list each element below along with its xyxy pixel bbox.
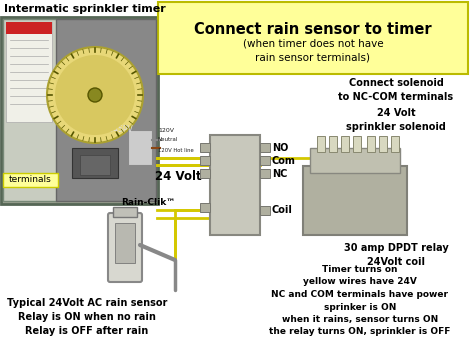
Text: (when timer does not have
rain sensor terminals): (when timer does not have rain sensor te… [243, 38, 383, 62]
Text: 120V Hot line: 120V Hot line [158, 148, 194, 153]
Bar [6, 22, 52, 122]
FancyBboxPatch shape [158, 2, 468, 74]
Text: Neutral: Neutral [158, 137, 178, 142]
FancyBboxPatch shape [108, 213, 142, 282]
Bar [3, 173, 58, 187]
Bar [310, 148, 400, 173]
Bar [341, 136, 349, 152]
Bar [80, 155, 110, 175]
Bar [329, 136, 337, 152]
Bar [200, 143, 210, 152]
FancyBboxPatch shape [3, 19, 57, 201]
Bar [260, 206, 270, 215]
Bar [260, 169, 270, 178]
Bar [128, 130, 152, 165]
Bar [113, 207, 137, 217]
Bar [200, 203, 210, 212]
Bar [367, 136, 375, 152]
Circle shape [88, 88, 102, 102]
Text: terminals: terminals [9, 176, 51, 184]
Text: 24 Volt
sprinkler solenoid: 24 Volt sprinkler solenoid [346, 108, 446, 132]
Text: 120V: 120V [158, 128, 174, 133]
Text: Typical 24Volt AC rain sensor
Relay is ON when no rain
Relay is OFF after rain: Typical 24Volt AC rain sensor Relay is O… [7, 298, 167, 336]
Bar [317, 136, 325, 152]
Bar [200, 156, 210, 165]
Circle shape [47, 47, 143, 143]
Text: T8845PV: T8845PV [100, 125, 134, 134]
Bar [72, 148, 118, 178]
FancyBboxPatch shape [56, 19, 156, 201]
Text: NC: NC [272, 169, 287, 179]
Bar [379, 136, 387, 152]
Bar [260, 143, 270, 152]
Text: Coil: Coil [272, 205, 293, 215]
Bar [391, 136, 399, 152]
Text: 30 amp DPDT relay
24Volt coil: 30 amp DPDT relay 24Volt coil [344, 243, 448, 267]
Bar [115, 223, 135, 263]
Text: NO: NO [272, 143, 288, 153]
Bar [260, 156, 270, 165]
Text: Connect rain sensor to timer: Connect rain sensor to timer [194, 22, 432, 37]
Text: Connect solenoid
to NC-COM terminals: Connect solenoid to NC-COM terminals [338, 78, 454, 102]
Bar [6, 22, 52, 34]
Text: Intermatic sprinkler timer: Intermatic sprinkler timer [4, 4, 166, 14]
FancyBboxPatch shape [303, 166, 407, 235]
Bar [210, 135, 260, 235]
Text: Timer turns on
yellow wires have 24V
NC and COM terminals have power
sprinker is: Timer turns on yellow wires have 24V NC … [269, 265, 451, 337]
Text: 24 Volt: 24 Volt [155, 170, 201, 183]
Text: Rain-Clik™: Rain-Clik™ [121, 198, 175, 207]
Bar [353, 136, 361, 152]
FancyBboxPatch shape [1, 17, 158, 204]
Text: Com: Com [272, 156, 296, 166]
Bar [200, 169, 210, 178]
Circle shape [55, 55, 135, 135]
